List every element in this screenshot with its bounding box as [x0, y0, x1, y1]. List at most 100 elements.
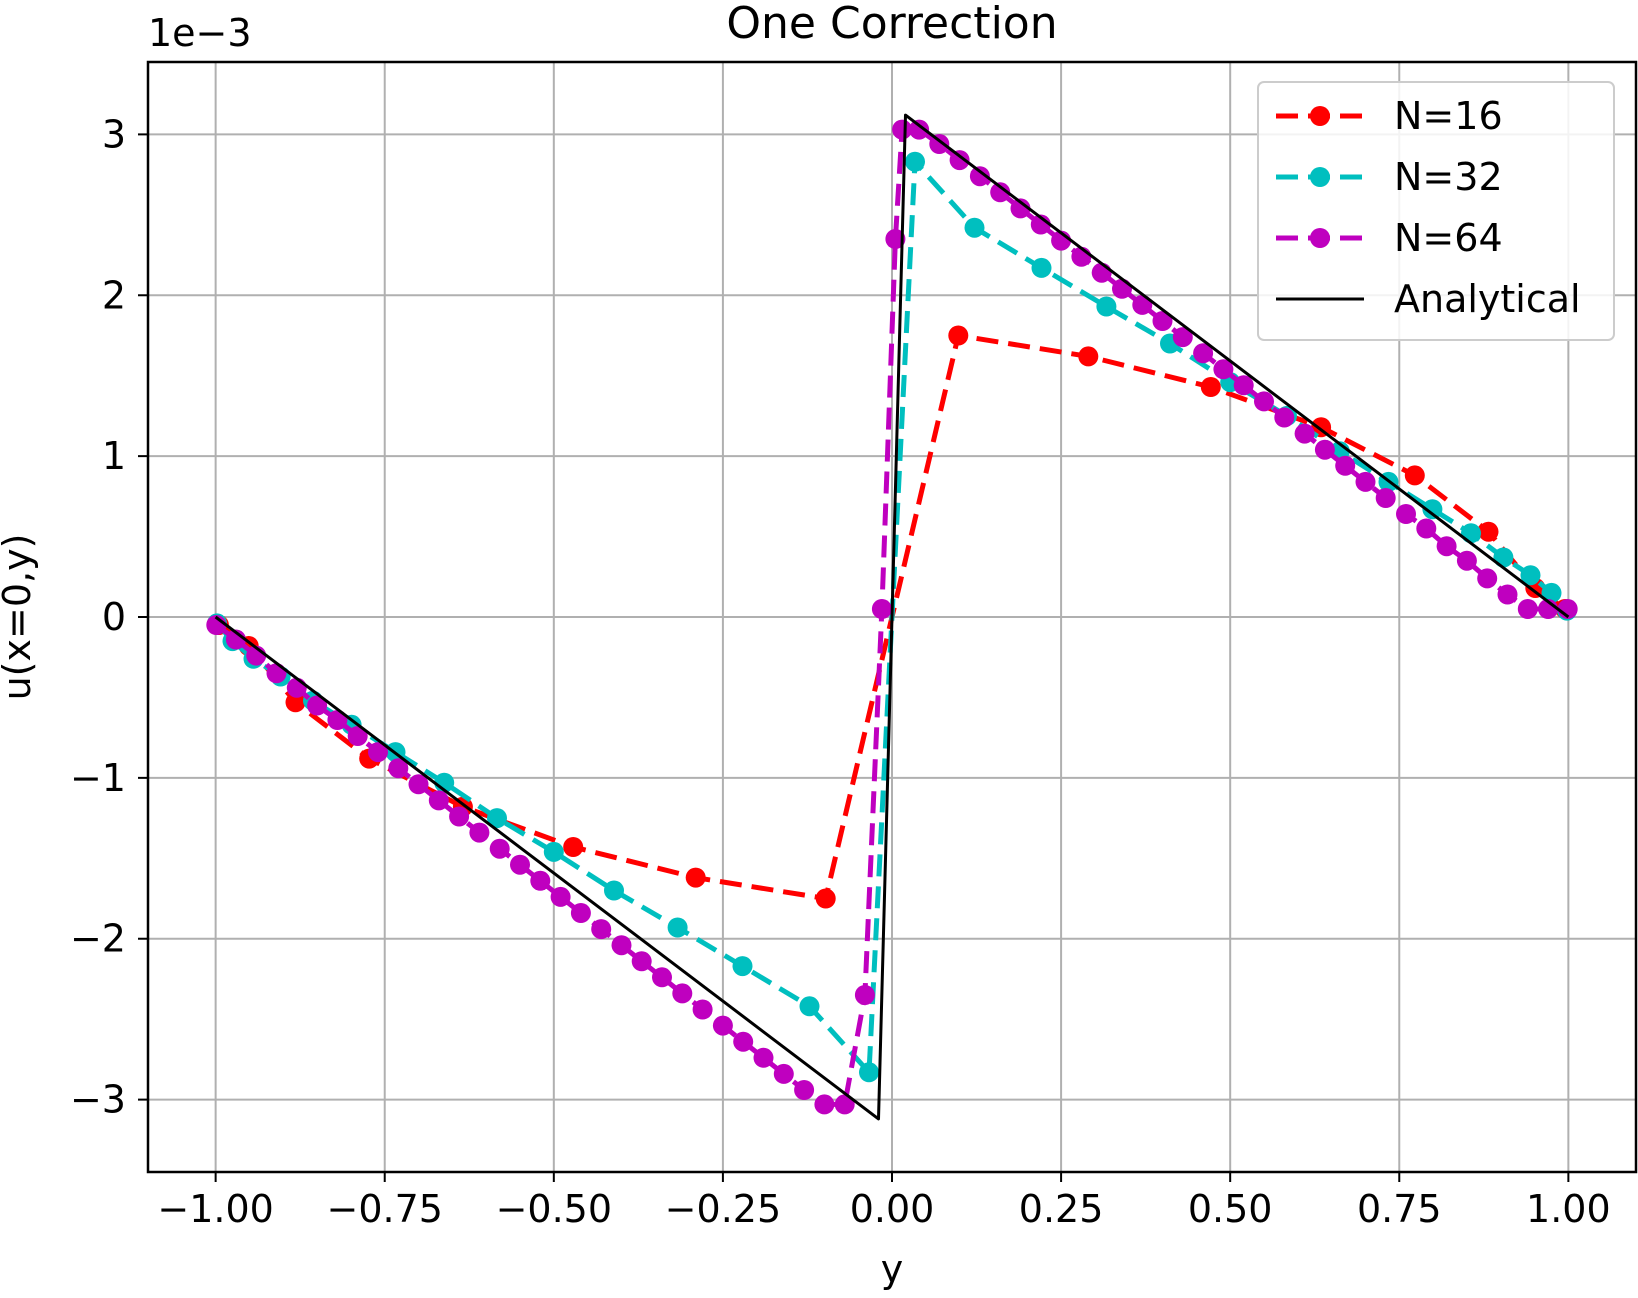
data-point [1294, 423, 1315, 444]
legend-swatch-marker [1310, 106, 1330, 126]
data-point [815, 888, 836, 909]
data-point [1375, 488, 1396, 508]
y-ticks: −3 −2 −1 0 1 2 3 [70, 112, 148, 1122]
y-tick-label: 3 [102, 112, 126, 156]
x-tick-label: 0.50 [1188, 1187, 1273, 1231]
data-point [1461, 523, 1481, 544]
data-point [1314, 439, 1335, 460]
data-point [1274, 407, 1295, 428]
legend-label: Analytical [1394, 277, 1581, 321]
x-tick-label: 1.00 [1526, 1187, 1611, 1231]
data-point [286, 677, 307, 698]
data-point [368, 742, 388, 763]
data-point [834, 1094, 855, 1115]
y-tick-label: 0 [102, 595, 126, 639]
data-point [1416, 518, 1437, 539]
chart-title: One Correction [726, 0, 1057, 49]
y-offset-text: 1e−3 [148, 11, 252, 55]
data-point [449, 806, 470, 827]
data-point [929, 134, 950, 154]
data-point [1493, 547, 1514, 568]
data-point [909, 119, 930, 140]
data-point [1355, 471, 1376, 492]
x-tick-label: 0.25 [1019, 1187, 1104, 1231]
data-point [1497, 584, 1518, 605]
data-point [1031, 257, 1052, 278]
legend-item: Analytical [1276, 277, 1581, 321]
data-point [604, 880, 624, 901]
x-axis-label: y [881, 1247, 904, 1291]
data-point [1096, 296, 1117, 317]
data-point [563, 837, 584, 857]
data-point [1078, 346, 1099, 367]
data-point [1213, 359, 1234, 380]
data-point [949, 150, 970, 171]
y-tick-label: −2 [70, 917, 126, 961]
x-tick-label: −1.00 [157, 1187, 273, 1231]
data-point [814, 1094, 835, 1115]
legend-label: N=16 [1394, 94, 1503, 138]
data-point [1010, 198, 1031, 219]
data-point [408, 774, 429, 795]
data-point [667, 917, 688, 938]
data-point [948, 325, 969, 346]
data-point [905, 151, 925, 172]
data-point [969, 166, 990, 187]
data-point [428, 790, 449, 811]
data-point [1520, 565, 1541, 586]
data-point [1172, 327, 1193, 348]
x-tick-label: −0.50 [496, 1187, 612, 1231]
data-point [550, 886, 571, 907]
data-point [1478, 521, 1499, 542]
data-point [871, 599, 892, 619]
data-point [469, 822, 490, 843]
data-point [1233, 375, 1254, 396]
data-point [712, 1015, 733, 1036]
x-tick-label: 0.00 [850, 1187, 935, 1231]
data-point [773, 1063, 794, 1084]
data-point [964, 217, 985, 238]
data-point [591, 919, 612, 940]
y-tick-label: 1 [102, 434, 126, 478]
series-analytical [214, 113, 1570, 1121]
data-point [1456, 550, 1477, 571]
data-point [1396, 504, 1416, 524]
data-point [1091, 262, 1112, 283]
data-point [307, 695, 328, 716]
x-tick-label: 0.75 [1357, 1187, 1442, 1231]
data-point [1404, 465, 1425, 486]
data-point [1422, 499, 1443, 520]
data-point [799, 996, 820, 1017]
y-tick-label: −1 [70, 756, 126, 800]
data-point [1152, 311, 1173, 331]
data-point [733, 1031, 754, 1052]
data-point [1541, 582, 1562, 603]
data-point [327, 710, 348, 730]
data-point [1193, 343, 1214, 364]
legend-label: N=32 [1394, 155, 1503, 199]
x-tick-label: −0.25 [665, 1187, 781, 1231]
data-point [611, 935, 632, 956]
data-point [1335, 455, 1356, 476]
data-point [859, 1062, 879, 1083]
data-point [1254, 391, 1274, 412]
x-tick-label: −0.75 [327, 1187, 443, 1231]
series-n-64 [206, 119, 1578, 1115]
legend: N=16 N=32 N=64 Analytical [1257, 81, 1615, 341]
data-point [487, 808, 507, 829]
y-axis-label: u(x=0,y) [0, 534, 39, 701]
data-point [530, 870, 551, 891]
y-tick-label: −3 [70, 1078, 126, 1122]
data-point [1477, 568, 1498, 589]
data-point [885, 229, 906, 249]
series-layer [206, 113, 1578, 1121]
data-point [892, 119, 913, 140]
data-point [672, 983, 693, 1004]
data-point [347, 726, 368, 746]
data-point [631, 951, 652, 972]
data-point [1112, 278, 1132, 299]
legend-swatch-marker [1310, 228, 1330, 248]
data-point [990, 182, 1011, 203]
data-point [1517, 599, 1538, 619]
data-point [854, 985, 875, 1005]
